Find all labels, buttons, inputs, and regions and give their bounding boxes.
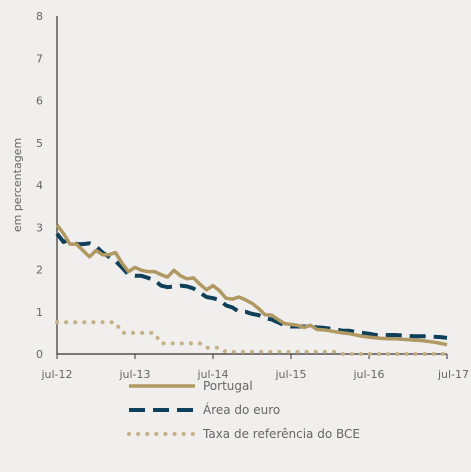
y-tick-label: 4: [36, 179, 43, 192]
y-axis-title: em percentagem: [11, 138, 24, 232]
x-tick-label: jul-14: [196, 368, 228, 381]
series-line-2: [55, 320, 449, 356]
y-tick-label: 1: [36, 306, 43, 319]
x-tick-label: jul-13: [118, 368, 150, 381]
y-tick-label: 8: [36, 10, 43, 23]
y-tick-label: 3: [36, 221, 43, 234]
x-tick-label: jul-16: [352, 368, 384, 381]
series-line-1: [55, 232, 448, 340]
y-tick-label: 6: [36, 95, 43, 108]
legend-label-2: Taxa de referência do BCE: [202, 427, 360, 441]
legend-label-1: Área do euro: [203, 402, 280, 417]
x-tick-label: jul-15: [274, 368, 306, 381]
y-tick-label: 0: [36, 348, 43, 361]
x-tick-label: jul-12: [40, 368, 72, 381]
series-line-0: [55, 224, 448, 347]
y-tick-label: 5: [36, 137, 43, 150]
x-tick-label: jul-17: [437, 368, 469, 381]
plot-series: [55, 224, 449, 356]
y-tick-label: 2: [36, 264, 43, 277]
y-axis: 0 1 2 3 4 5 6 7 8 em percentagem: [11, 10, 58, 361]
x-axis: jul-12 jul-13 jul-14 jul-15 jul-16 jul-17: [40, 353, 469, 381]
legend: Portugal Área do euro Taxa de referência d…: [127, 379, 360, 441]
y-tick-label: 7: [36, 52, 43, 65]
legend-label-0: Portugal: [203, 379, 253, 393]
